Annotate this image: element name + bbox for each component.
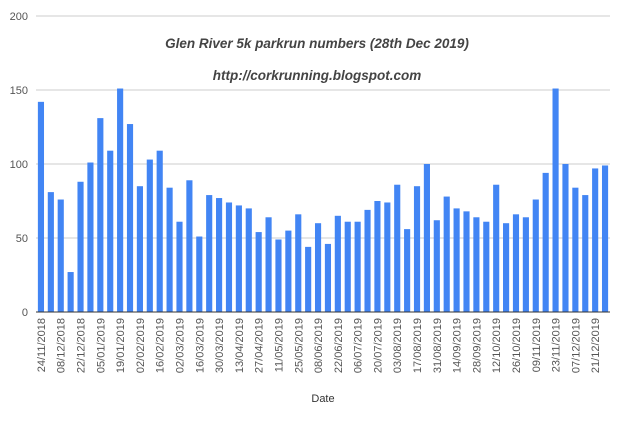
bar: [601, 165, 609, 312]
bar: [344, 221, 351, 312]
bar: [295, 214, 302, 312]
bar: [206, 195, 213, 312]
bar: [265, 217, 272, 312]
bar: [394, 184, 401, 312]
x-tick-label: 14/09/2019: [452, 318, 464, 373]
bar: [37, 101, 45, 312]
bar: [305, 246, 312, 312]
x-tick-label: 16/03/2019: [194, 318, 206, 373]
bar: [186, 180, 193, 312]
bar: [235, 205, 242, 312]
x-tick-label: 21/12/2019: [590, 318, 602, 373]
bar: [225, 202, 233, 312]
x-tick-label: 30/03/2019: [214, 318, 226, 373]
bar: [334, 215, 341, 312]
x-tick-label: 02/02/2019: [135, 318, 147, 373]
bar: [324, 243, 332, 312]
bar: [433, 220, 440, 312]
bar: [97, 118, 104, 313]
bar: [196, 236, 203, 312]
bar: [87, 162, 94, 312]
chart-title: Glen River 5k parkrun numbers (28th Dec …: [165, 36, 469, 51]
bar: [532, 199, 539, 312]
x-tick-label: 23/11/2019: [551, 318, 563, 372]
bar: [77, 181, 84, 312]
bars: [37, 88, 609, 313]
bar: [136, 186, 143, 312]
x-tick-label: 11/05/2019: [273, 318, 285, 372]
x-tick-label: 12/10/2019: [491, 318, 503, 373]
bar: [423, 164, 430, 312]
x-tick-label: 07/12/2019: [570, 318, 582, 373]
bar: [463, 211, 470, 312]
bar: [47, 192, 54, 312]
x-tick-label: 03/08/2019: [392, 318, 404, 373]
x-tick-label: 24/11/2018: [36, 318, 48, 372]
bar: [493, 184, 500, 312]
bar: [354, 221, 361, 312]
x-tick-label: 31/08/2019: [432, 318, 444, 373]
x-tick-label: 25/05/2019: [293, 318, 305, 373]
y-tick-label: 0: [22, 307, 28, 319]
x-tick-label: 08/06/2019: [313, 318, 325, 373]
bar: [522, 217, 529, 312]
bar: [512, 214, 520, 312]
x-axis-label: Date: [311, 393, 334, 405]
x-tick-label: 17/08/2019: [412, 318, 424, 373]
x-tick-label: 08/12/2018: [56, 318, 68, 373]
bar: [275, 239, 282, 312]
x-tick-label: 27/04/2019: [254, 318, 266, 373]
bar: [364, 209, 371, 312]
bar: [117, 88, 124, 313]
bar: [552, 88, 559, 313]
bar: [572, 187, 579, 312]
bar: [107, 150, 114, 312]
y-tick-label: 150: [10, 85, 28, 97]
bar: [413, 186, 421, 312]
bar: [483, 221, 490, 312]
x-tick-label: 06/07/2019: [353, 318, 365, 373]
x-tick-label: 13/04/2019: [234, 318, 246, 373]
bar: [57, 199, 64, 312]
x-tick-label: 28/09/2019: [471, 318, 483, 373]
bar: [216, 198, 223, 312]
tick-labels: 0 50 100 150 200 24/11/2018 08/12/2018 22/12/20…: [10, 11, 603, 373]
y-tick-label: 50: [16, 233, 28, 245]
bar: [285, 230, 292, 312]
chart-subtitle: http://corkrunning.blogspot.com: [213, 68, 421, 83]
bar: [503, 223, 510, 312]
bar: [443, 196, 450, 312]
bar: [384, 202, 391, 312]
bar: [146, 159, 153, 312]
bar: [255, 232, 262, 312]
x-tick-label: 02/03/2019: [175, 318, 187, 373]
bar: [473, 217, 480, 312]
bar: [166, 187, 173, 312]
y-tick-label: 200: [10, 11, 28, 23]
x-tick-label: 22/12/2018: [76, 318, 88, 373]
bar: [582, 195, 589, 312]
bar: [126, 124, 134, 312]
bar: [562, 164, 569, 312]
bar: [245, 208, 252, 312]
bar: [156, 150, 163, 312]
x-tick-label: 26/10/2019: [511, 318, 523, 373]
bar: [176, 221, 183, 312]
bar: [404, 229, 411, 312]
bar: [374, 201, 381, 312]
x-tick-label: 19/01/2019: [115, 318, 127, 373]
x-tick-label: 09/11/2019: [531, 318, 543, 372]
bar: [67, 272, 74, 312]
bar: [542, 172, 549, 312]
x-tick-label: 20/07/2019: [372, 318, 384, 373]
x-tick-label: 16/02/2019: [155, 318, 167, 373]
x-tick-label: 22/06/2019: [333, 318, 345, 373]
bar: [314, 223, 322, 312]
y-tick-label: 100: [10, 159, 28, 171]
bar: [592, 168, 599, 312]
bar: [453, 208, 460, 312]
x-tick-label: 05/01/2019: [95, 318, 107, 373]
